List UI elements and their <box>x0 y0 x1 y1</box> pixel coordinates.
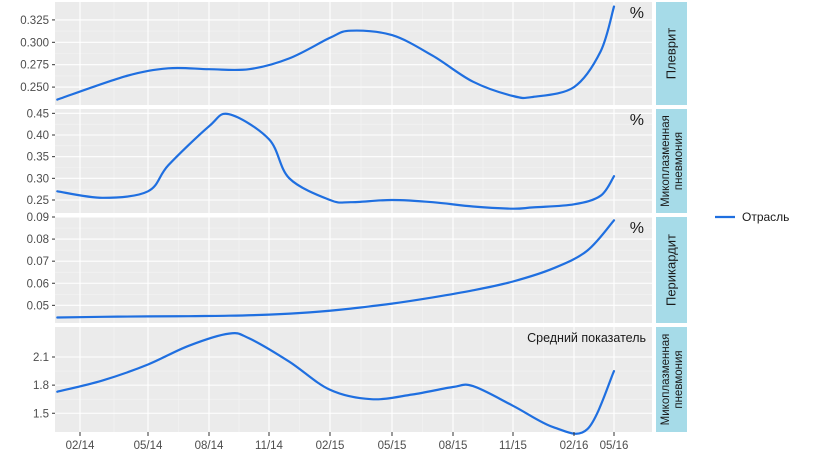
y-tick-label: 0.250 <box>20 82 49 94</box>
unit-annotation: % <box>630 5 644 22</box>
y-tick-label: 0.300 <box>20 37 49 49</box>
y-tick-label: 0.325 <box>20 15 49 27</box>
facet-strip <box>656 109 687 213</box>
y-tick-label: 0.30 <box>27 173 49 185</box>
facet-panel-3: 0.05 0.06 0.07 0.08 0.09% Перикардит <box>27 212 687 323</box>
y-tick-label: 0.45 <box>27 108 49 120</box>
x-tick-label: 02/14 <box>66 440 95 452</box>
legend: Отрасль <box>715 210 789 224</box>
y-tick-label: 2.1 <box>33 352 49 364</box>
x-tick-label: 02/16 <box>560 440 589 452</box>
legend-label: Отрасль <box>742 210 789 224</box>
x-tick-label: 11/15 <box>499 440 527 452</box>
facet-strip <box>656 2 687 105</box>
y-tick-label: 1.5 <box>33 408 49 420</box>
x-tick-label: 08/14 <box>195 440 224 452</box>
facet-panel-4: 1.5 1.8 2.1 Средний показатель Микоплазменна… <box>33 327 687 435</box>
series-line-Отрасль <box>56 332 616 435</box>
x-tick-label: 05/14 <box>134 440 163 452</box>
y-tick-label: 0.08 <box>27 234 49 246</box>
unit-annotation: % <box>630 220 644 237</box>
y-tick-label: 0.06 <box>27 278 49 290</box>
y-tick-label: 0.275 <box>20 60 49 72</box>
panel-background <box>55 109 652 213</box>
facet-panel-1: 0.250 0.275 0.300 0.325 % Плеврит <box>20 2 687 105</box>
facet-strip <box>656 327 687 432</box>
facet-strip <box>656 217 687 323</box>
x-tick-label: 05/15 <box>378 440 407 452</box>
facet-panel-2: 0.25 0.30 0.35 0.40 0.45% Микоплазменная пневм… <box>27 108 687 213</box>
y-tick-label: 0.25 <box>27 195 49 207</box>
unit-annotation: % <box>630 112 644 129</box>
y-tick-label: 1.8 <box>33 380 49 392</box>
facet-strip-label: пневмония <box>673 132 685 190</box>
facet-strip-label: пневмония <box>673 350 685 408</box>
x-tick-label: 02/15 <box>316 440 345 452</box>
panel-background <box>55 327 652 432</box>
y-tick-label: 0.35 <box>27 152 49 164</box>
x-tick-label: 08/15 <box>439 440 468 452</box>
y-tick-label: 0.07 <box>27 256 49 268</box>
series-line-Отрасль <box>56 219 616 319</box>
facet-strip-label: Микоплазменная <box>660 115 672 207</box>
y-tick-label: 0.40 <box>27 130 49 142</box>
facet-strip-label: Перикардит <box>664 234 679 306</box>
y-tick-label: 0.09 <box>27 212 49 224</box>
facet-strip-label: Микоплазменная <box>660 334 672 426</box>
series-line-Отрасль <box>56 112 616 210</box>
x-tick-label: 05/16 <box>600 440 629 452</box>
series-line-Отрасль <box>56 5 616 101</box>
metric-annotation: Средний показатель <box>527 331 646 345</box>
x-tick-label: 11/14 <box>255 440 284 452</box>
y-tick-label: 0.05 <box>27 300 49 312</box>
facet-strip-label: Плеврит <box>664 28 679 80</box>
panel-background <box>55 217 652 323</box>
